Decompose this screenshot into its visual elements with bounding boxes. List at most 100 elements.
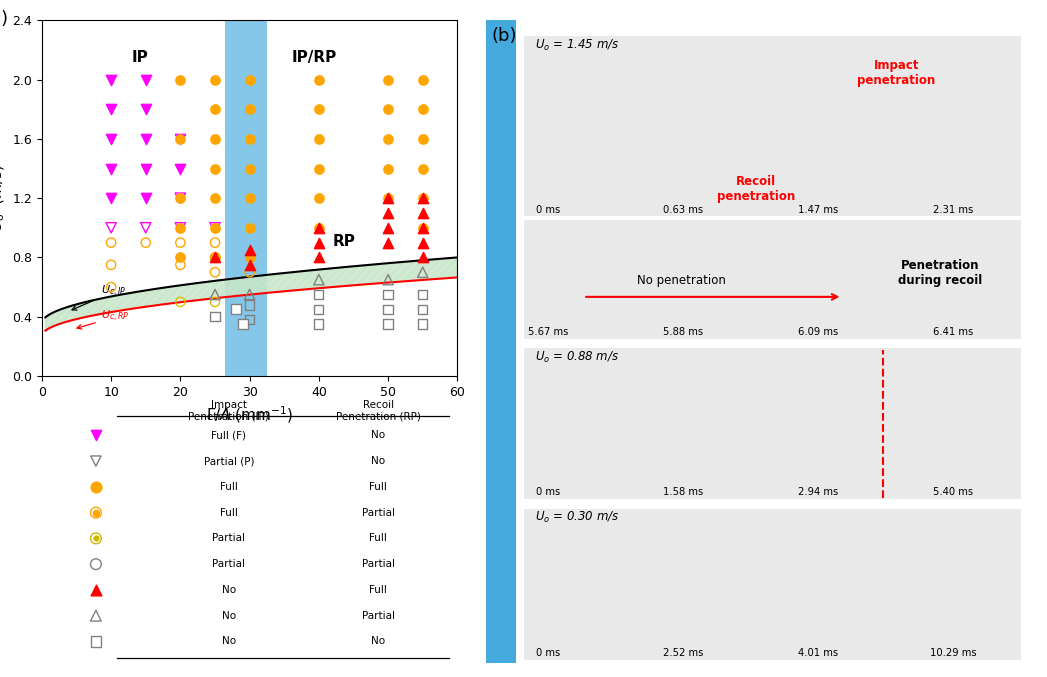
Point [311, 222, 328, 233]
Point [415, 304, 431, 315]
Point [172, 74, 188, 85]
Point [241, 104, 258, 114]
Point [415, 133, 431, 144]
Text: No penetration: No penetration [638, 274, 726, 287]
Text: No: No [222, 611, 236, 621]
Point [415, 289, 431, 300]
Point [415, 237, 431, 248]
Text: $U_{c,IP}$: $U_{c,IP}$ [72, 284, 126, 310]
Point [172, 133, 188, 144]
Text: 1.58 ms: 1.58 ms [663, 487, 704, 497]
Text: IP: IP [132, 50, 149, 65]
Point [241, 299, 258, 310]
Point [172, 297, 188, 307]
Text: $U_o$ = 1.45 m/s: $U_o$ = 1.45 m/s [535, 39, 619, 53]
Text: Partial: Partial [213, 533, 245, 544]
Bar [524, 219, 1021, 338]
Point [380, 193, 397, 204]
Point [241, 222, 258, 233]
Text: Partial: Partial [213, 559, 245, 569]
Point [137, 222, 154, 233]
Point [103, 222, 119, 233]
Point [311, 222, 328, 233]
Point [88, 533, 105, 544]
Point [227, 304, 244, 315]
Point [311, 193, 328, 204]
Point [103, 74, 119, 85]
Point [241, 193, 258, 204]
Point [415, 74, 431, 85]
Point [88, 559, 105, 569]
Text: Full: Full [370, 585, 387, 595]
Point [380, 163, 397, 174]
Text: 5.88 ms: 5.88 ms [663, 328, 704, 337]
Text: No: No [222, 636, 236, 647]
Bar [486, 20, 516, 663]
Point [241, 289, 258, 300]
Point [88, 456, 105, 466]
Bar [524, 37, 1021, 217]
Text: 1.47 ms: 1.47 ms [798, 205, 839, 215]
Point [311, 304, 328, 315]
Bar [225, 20, 267, 376]
Text: Full: Full [220, 482, 238, 492]
Point [137, 237, 154, 248]
Text: $U_{c,RP}$: $U_{c,RP}$ [77, 309, 129, 329]
Point [311, 74, 328, 85]
Point [311, 133, 328, 144]
Text: 5.40 ms: 5.40 ms [933, 487, 974, 497]
Point [311, 274, 328, 285]
Point [206, 222, 223, 233]
Point [103, 193, 119, 204]
Text: Recoil
Penetration (RP): Recoil Penetration (RP) [336, 399, 421, 421]
Point [311, 289, 328, 300]
Point [88, 507, 105, 518]
Point [172, 259, 188, 270]
Point [415, 163, 431, 174]
Text: Impact
Penetration (IP): Impact Penetration (IP) [188, 399, 269, 421]
Point [206, 252, 223, 263]
Point [137, 133, 154, 144]
Point [235, 319, 251, 330]
Point [172, 222, 188, 233]
Point [137, 163, 154, 174]
Point [172, 193, 188, 204]
Text: 0 ms: 0 ms [536, 487, 560, 497]
Point [415, 222, 431, 233]
Text: 6.09 ms: 6.09 ms [798, 328, 839, 337]
Point [137, 74, 154, 85]
Point [380, 208, 397, 219]
Point [88, 584, 105, 595]
Point [206, 133, 223, 144]
Point [103, 163, 119, 174]
Point [88, 610, 105, 621]
Point [415, 222, 431, 233]
Point [241, 74, 258, 85]
Point [380, 133, 397, 144]
Point [241, 259, 258, 270]
Text: Full: Full [370, 533, 387, 544]
Point [206, 193, 223, 204]
Text: 0 ms: 0 ms [536, 205, 560, 215]
Text: Partial: Partial [362, 508, 395, 518]
Point [241, 267, 258, 278]
Text: Penetration
during recoil: Penetration during recoil [897, 259, 982, 287]
Point [172, 133, 188, 144]
Point [103, 133, 119, 144]
Bar [524, 509, 1021, 660]
Point [206, 297, 223, 307]
Point [172, 237, 188, 248]
Point [380, 222, 397, 233]
Point [103, 259, 119, 270]
Point [172, 252, 188, 263]
Text: No: No [372, 456, 385, 466]
Text: (a): (a) [0, 9, 8, 28]
Text: Full: Full [220, 508, 238, 518]
Point [311, 319, 328, 330]
Text: Partial: Partial [362, 559, 395, 569]
Point [206, 289, 223, 300]
Point [241, 244, 258, 255]
Point [380, 74, 397, 85]
Text: 10.29 ms: 10.29 ms [930, 648, 977, 658]
Point [88, 533, 105, 544]
